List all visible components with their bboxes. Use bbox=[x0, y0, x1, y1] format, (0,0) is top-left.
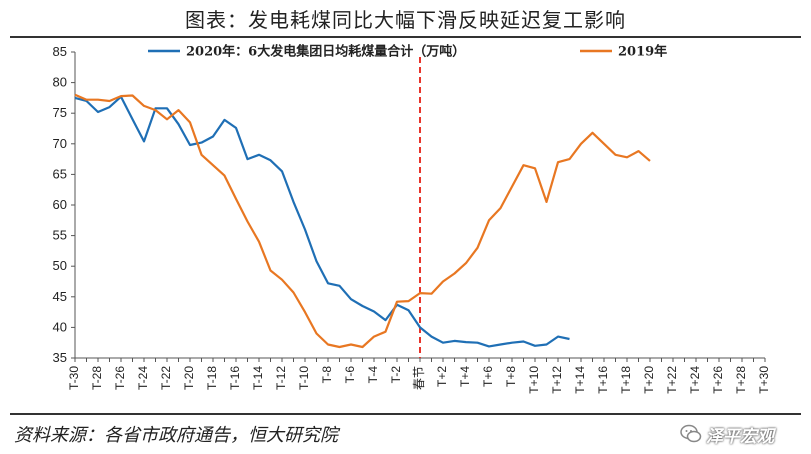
watermark: 泽平宏观 bbox=[680, 419, 774, 449]
footer-divider bbox=[10, 413, 801, 415]
chart-title: 图表：发电耗煤同比大幅下滑反映延迟复工影响 bbox=[185, 7, 626, 32]
y-tick-label: 60 bbox=[53, 197, 67, 212]
x-tick-label: T+30 bbox=[757, 366, 771, 394]
x-tick-label: T-2 bbox=[389, 366, 403, 384]
y-tick-label: 45 bbox=[53, 289, 67, 304]
legend-label: 2020年：6大发电集团日均耗煤量合计（万吨） bbox=[186, 44, 465, 60]
y-tick-label: 75 bbox=[53, 105, 67, 120]
x-tick-label: T+26 bbox=[711, 366, 725, 394]
x-tick-label: T-26 bbox=[113, 366, 127, 390]
y-axis: 35 40 45 50 55 60 65 70 75 80 85 bbox=[53, 44, 76, 365]
series-line-2020 bbox=[74, 95, 570, 348]
watermark-text: 泽平宏观 bbox=[706, 426, 774, 447]
x-tick-label: T+16 bbox=[596, 366, 610, 394]
x-tick-label: T+14 bbox=[573, 366, 587, 394]
x-tick-label: T-30 bbox=[67, 366, 81, 390]
x-tick-label: 春节 bbox=[412, 366, 426, 390]
legend-label: 2019年 bbox=[618, 44, 667, 60]
x-tick-label: T-16 bbox=[228, 366, 242, 390]
series-line-2019 bbox=[74, 93, 651, 349]
x-tick-label: T-18 bbox=[205, 366, 219, 390]
x-tick-label: T-14 bbox=[251, 366, 265, 390]
x-tick-label: T+6 bbox=[481, 366, 495, 387]
x-tick-label: T-10 bbox=[297, 366, 311, 390]
x-tick-label: T-8 bbox=[320, 366, 334, 384]
x-tick-label: T+4 bbox=[458, 366, 472, 387]
y-tick-label: 40 bbox=[53, 319, 67, 334]
x-tick-label: T+20 bbox=[642, 366, 656, 394]
y-tick-label: 55 bbox=[53, 228, 67, 243]
x-axis: T-30 T-28 T-26 T-24 T-22 T-20 T-18 T-16 T-14 T-12… bbox=[67, 357, 771, 394]
x-tick-label: T-28 bbox=[90, 366, 104, 390]
wechat-icon bbox=[680, 424, 702, 443]
legend: 2020年：6大发电集团日均耗煤量合计（万吨） 2019年 bbox=[148, 44, 667, 60]
x-tick-label: T-4 bbox=[366, 366, 380, 384]
x-tick-label: T+22 bbox=[665, 366, 679, 394]
y-tick-label: 50 bbox=[53, 258, 67, 273]
x-tick-label: T+10 bbox=[527, 366, 541, 394]
x-tick-label: T-12 bbox=[274, 366, 288, 390]
title-divider bbox=[10, 36, 801, 38]
x-tick-label: T+2 bbox=[435, 366, 449, 387]
y-tick-label: 65 bbox=[53, 166, 67, 181]
line-chart: 2020年：6大发电集团日均耗煤量合计（万吨） 2019年 35 40 45 50 55 6… bbox=[53, 44, 772, 394]
x-tick-label: T+12 bbox=[550, 366, 564, 394]
y-tick-label: 35 bbox=[53, 350, 67, 365]
x-tick-label: T-24 bbox=[136, 366, 150, 390]
x-tick-label: T-6 bbox=[343, 366, 357, 384]
x-tick-label: T+8 bbox=[504, 366, 518, 387]
series-layer bbox=[74, 93, 651, 349]
y-tick-label: 85 bbox=[53, 44, 67, 59]
y-tick-label: 70 bbox=[53, 136, 67, 151]
x-tick-label: T-20 bbox=[182, 366, 196, 390]
x-tick-label: T+28 bbox=[734, 366, 748, 394]
x-tick-label: T-22 bbox=[159, 366, 173, 390]
x-tick-label: T+18 bbox=[619, 366, 633, 394]
x-tick-label: T+24 bbox=[688, 366, 702, 394]
y-tick-label: 80 bbox=[53, 75, 67, 90]
source-note: 资料来源：各省市政府通告，恒大研究院 bbox=[14, 425, 338, 446]
